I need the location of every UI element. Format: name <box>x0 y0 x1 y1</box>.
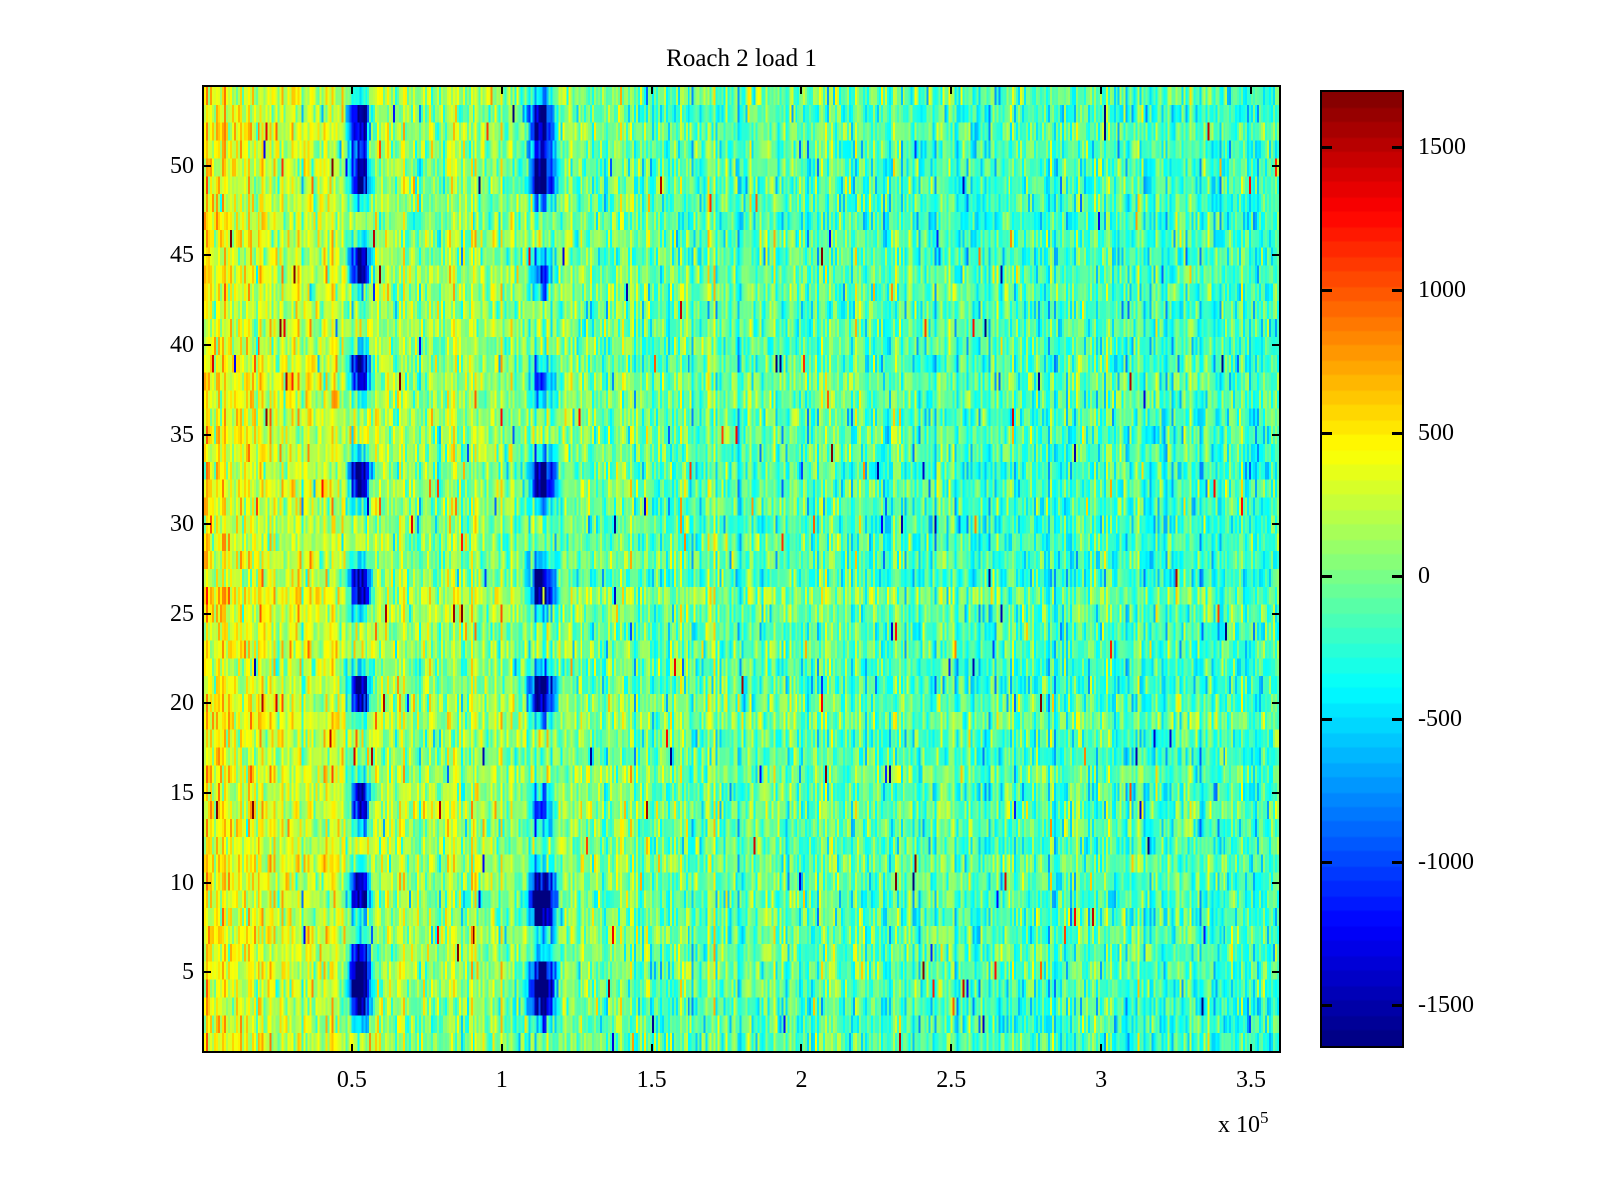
y-axis-tick-label: 15 <box>170 780 194 807</box>
y-axis-tick <box>202 792 211 795</box>
x-axis-tick <box>1250 1044 1253 1053</box>
x-axis-tick <box>500 1044 503 1053</box>
x-axis-tick-label: 2.5 <box>936 1067 967 1093</box>
y-axis-tick-right <box>1272 254 1281 257</box>
y-axis-tick-label: 5 <box>182 959 194 986</box>
y-axis-tick <box>202 881 211 884</box>
x-axis-tick-top <box>350 85 353 94</box>
colorbar-tick <box>1320 861 1332 865</box>
x-axis-tick <box>950 1044 953 1053</box>
x-axis-tick <box>800 1044 803 1053</box>
colorbar-tick-right <box>1392 1004 1404 1008</box>
colorbar-tick-label: 500 <box>1418 420 1454 447</box>
y-axis-tick <box>202 971 211 974</box>
colorbar[interactable] <box>1320 90 1404 1048</box>
y-axis-tick-right <box>1272 792 1281 795</box>
x-axis-exponent-label: x 105 <box>1218 1109 1269 1138</box>
x-axis-tick <box>350 1044 353 1053</box>
y-axis-tick-label: 40 <box>170 331 194 358</box>
y-axis-tick <box>202 254 211 257</box>
y-axis-tick-label: 10 <box>170 869 194 896</box>
page-title: Roach 2 load 1 <box>666 45 817 72</box>
x-axis-tick <box>650 1044 653 1053</box>
y-axis-tick <box>202 343 211 346</box>
heatmap-image <box>204 87 1279 1051</box>
y-axis-tick-right <box>1272 612 1281 615</box>
x-axis-tick-label: 1 <box>495 1067 508 1093</box>
y-axis-tick <box>202 433 211 436</box>
x-axis-tick-label: 2 <box>795 1067 808 1093</box>
x-axis-tick-label: 1.5 <box>636 1067 667 1093</box>
x-axis-tick <box>1100 1044 1103 1053</box>
x-axis-tick-top <box>950 85 953 94</box>
colorbar-tick-right <box>1392 289 1404 293</box>
y-axis-tick-right <box>1272 971 1281 974</box>
colorbar-tick-label: -1500 <box>1418 992 1474 1019</box>
x-axis-tick-top <box>650 85 653 94</box>
y-axis-tick-label: 35 <box>170 421 194 448</box>
x-axis-tick-top <box>800 85 803 94</box>
colorbar-tick-label: -1000 <box>1418 849 1474 876</box>
colorbar-tick-label: 1500 <box>1418 134 1466 161</box>
x-exponent-mantissa: x 10 <box>1218 1112 1260 1138</box>
colorbar-gradient <box>1322 92 1402 1046</box>
y-axis-tick <box>202 612 211 615</box>
y-axis-tick-right <box>1272 164 1281 167</box>
colorbar-tick <box>1320 1004 1332 1008</box>
y-axis-tick-label: 25 <box>170 600 194 627</box>
y-axis-tick <box>202 702 211 705</box>
y-axis-tick-right <box>1272 433 1281 436</box>
colorbar-tick <box>1320 146 1332 150</box>
y-axis-tick <box>202 164 211 167</box>
colorbar-tick-right <box>1392 432 1404 436</box>
x-axis-tick-label: 3 <box>1095 1067 1108 1093</box>
colorbar-tick <box>1320 575 1332 579</box>
x-axis-tick-label: 3.5 <box>1236 1067 1267 1093</box>
y-axis-tick-right <box>1272 881 1281 884</box>
y-axis-tick-right <box>1272 523 1281 526</box>
y-axis-tick-label: 30 <box>170 511 194 538</box>
y-axis-tick-right <box>1272 343 1281 346</box>
colorbar-tick-label: 1000 <box>1418 277 1466 304</box>
x-exponent-power: 5 <box>1260 1108 1269 1127</box>
y-axis-tick-right <box>1272 702 1281 705</box>
x-axis-tick-top <box>500 85 503 94</box>
colorbar-tick-right <box>1392 575 1404 579</box>
x-axis-tick-top <box>1250 85 1253 94</box>
x-axis-tick-top <box>1100 85 1103 94</box>
colorbar-tick-right <box>1392 146 1404 150</box>
colorbar-tick-right <box>1392 861 1404 865</box>
colorbar-tick-label: 0 <box>1418 563 1430 590</box>
colorbar-tick-right <box>1392 718 1404 722</box>
x-axis-tick-label: 0.5 <box>336 1067 367 1093</box>
colorbar-tick <box>1320 289 1332 293</box>
y-axis-tick-label: 45 <box>170 242 194 269</box>
y-axis-tick-label: 50 <box>170 152 194 179</box>
colorbar-tick <box>1320 718 1332 722</box>
heatmap-axes[interactable] <box>202 85 1281 1053</box>
colorbar-tick-label: -500 <box>1418 706 1462 733</box>
y-axis-tick <box>202 523 211 526</box>
colorbar-tick <box>1320 432 1332 436</box>
y-axis-tick-label: 20 <box>170 690 194 717</box>
